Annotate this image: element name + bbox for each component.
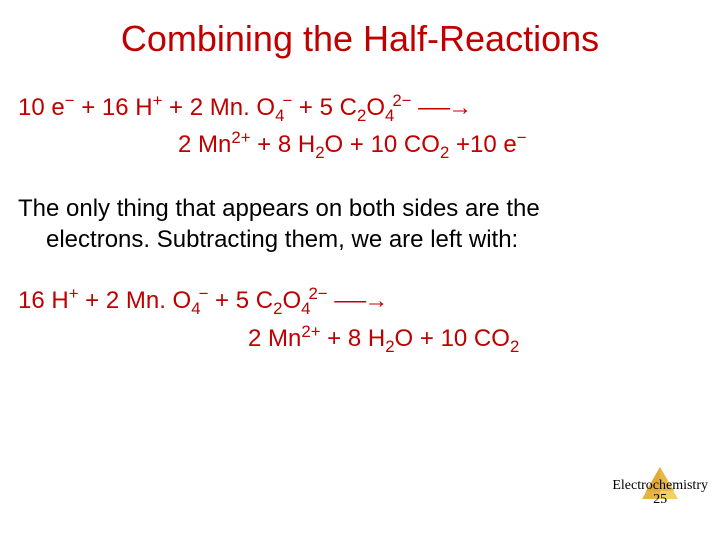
superscript: + <box>153 91 163 110</box>
eq-text: 16 H <box>18 287 69 314</box>
equation-1-line-2: 2 Mn2+ + 8 H2O + 10 CO2 +10 e− <box>18 127 702 164</box>
equation-2: 16 H+ + 2 Mn. O4− + 5 C2O42− ⎯⎯⎯→ 2 Mn2+… <box>18 283 702 358</box>
equation-1: 10 e− + 16 H+ + 2 Mn. O4− + 5 C2O42− ⎯⎯⎯… <box>18 90 702 165</box>
equation-1-line-1: 10 e− + 16 H+ + 2 Mn. O4− + 5 C2O42− ⎯⎯⎯… <box>18 90 702 127</box>
superscript: 2− <box>308 284 327 303</box>
eq-text: O <box>282 287 301 314</box>
eq-text <box>328 287 335 314</box>
eq-text: 2 Mn <box>248 325 301 352</box>
eq-text: 2 Mn <box>178 131 231 158</box>
eq-text: O + 10 CO <box>395 325 510 352</box>
superscript: 2+ <box>301 322 320 341</box>
arrow-icon: ⎯⎯⎯→ <box>418 92 470 124</box>
superscript: + <box>69 284 79 303</box>
page-number: 25 <box>612 492 708 508</box>
eq-text: + 16 H <box>75 94 153 121</box>
subscript: 2 <box>510 337 519 356</box>
subscript: 2 <box>315 143 324 162</box>
description-line-1: The only thing that appears on both side… <box>18 193 702 224</box>
eq-text: + 2 Mn. O <box>162 94 275 121</box>
subscript: 2 <box>385 337 394 356</box>
superscript: − <box>199 284 209 303</box>
slide-footer: Electrochemistry 25 <box>612 465 708 534</box>
equation-2-line-1: 16 H+ + 2 Mn. O4− + 5 C2O42− ⎯⎯⎯→ <box>18 283 702 320</box>
eq-text: +10 e <box>449 131 516 158</box>
eq-text: + 5 C <box>208 287 273 314</box>
superscript: 2+ <box>231 128 250 147</box>
eq-text: + 8 H <box>251 131 316 158</box>
superscript: − <box>65 91 75 110</box>
eq-text: O + 10 CO <box>325 131 440 158</box>
description: The only thing that appears on both side… <box>18 193 702 255</box>
eq-text: 10 e <box>18 94 65 121</box>
superscript: 2− <box>392 91 411 110</box>
eq-text: + 5 C <box>292 94 357 121</box>
description-line-2: electrons. Subtracting them, we are left… <box>18 224 702 255</box>
superscript: − <box>282 91 292 110</box>
superscript: − <box>517 128 527 147</box>
eq-text <box>411 94 418 121</box>
subscript: 2 <box>357 106 366 125</box>
subscript: 2 <box>440 143 449 162</box>
equation-2-line-2: 2 Mn2+ + 8 H2O + 10 CO2 <box>18 321 702 358</box>
eq-text: O <box>366 94 385 121</box>
slide-content: 10 e− + 16 H+ + 2 Mn. O4− + 5 C2O42− ⎯⎯⎯… <box>0 90 720 358</box>
eq-text: + 2 Mn. O <box>79 287 192 314</box>
eq-text: + 8 H <box>321 325 386 352</box>
slide-title: Combining the Half-Reactions <box>0 0 720 60</box>
arrow-icon: ⎯⎯⎯→ <box>334 285 386 317</box>
subscript: 2 <box>273 299 282 318</box>
